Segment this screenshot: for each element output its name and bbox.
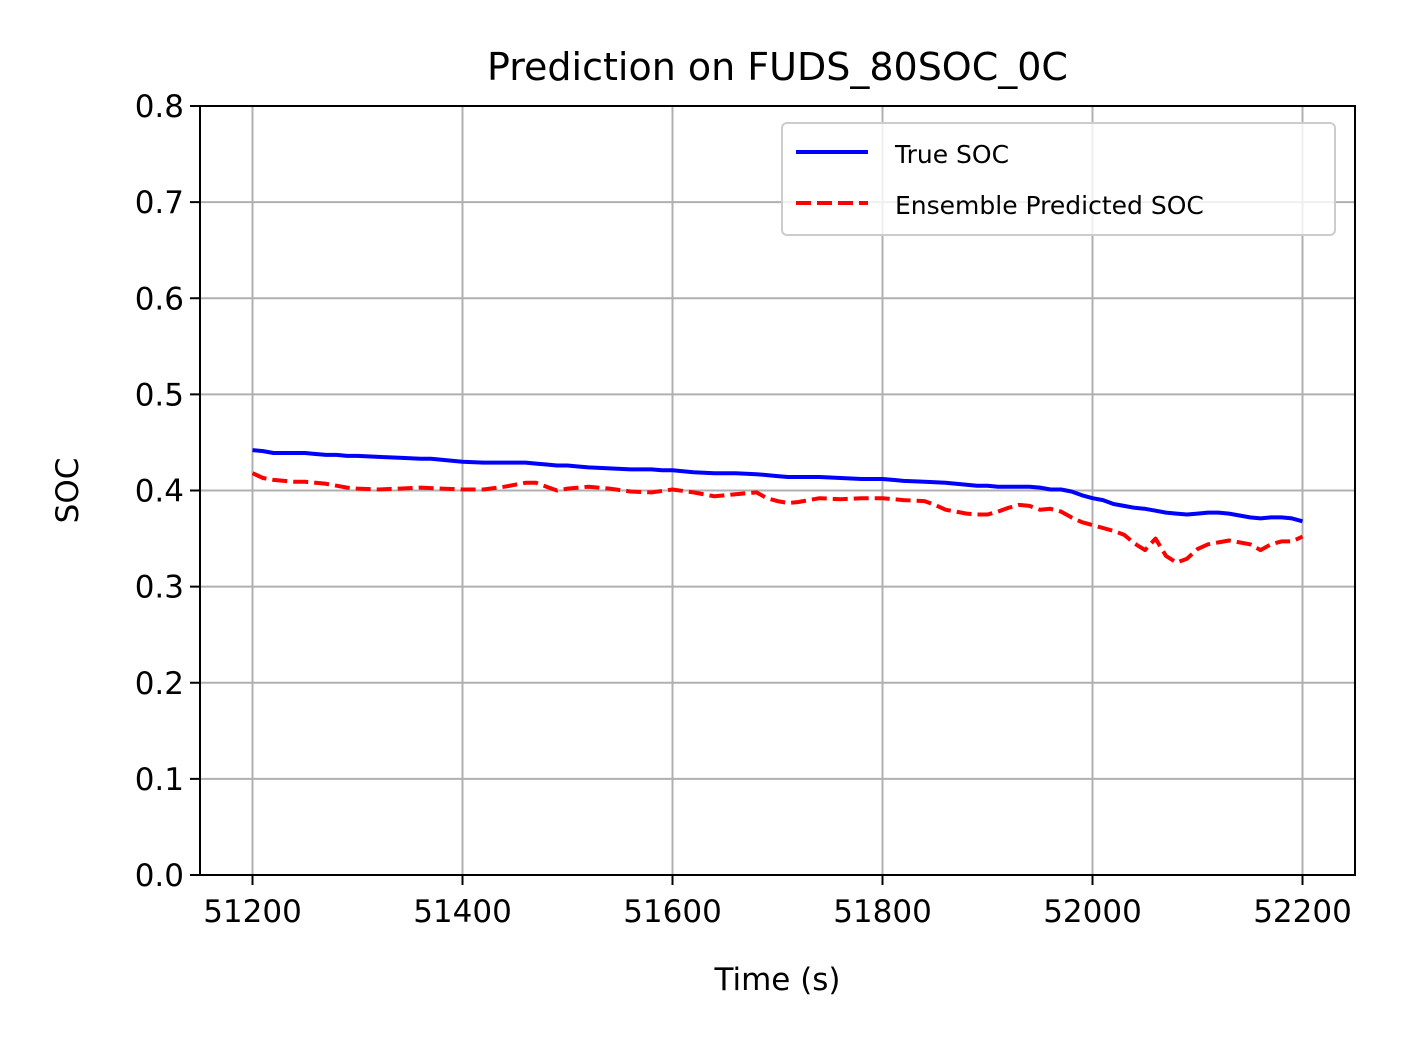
x-tick-label: 51200 [203, 894, 302, 930]
y-axis: 0.0 0.1 0.2 0.3 0.4 0.5 0.6 0.7 0.8 [135, 89, 200, 894]
legend-label-true-soc: True SOC [894, 140, 1009, 169]
legend: True SOC Ensemble Predicted SOC [781, 122, 1336, 236]
x-tick-label: 51600 [623, 894, 722, 930]
chart-title: Prediction on FUDS_80SOC_0C [487, 45, 1068, 89]
y-axis-title: SOC [50, 458, 86, 524]
y-tick-label: 0.3 [135, 570, 184, 606]
x-axis: 51200 51400 51600 51800 52000 52200 [203, 875, 1352, 930]
series-line-true-soc [252, 448, 1304, 524]
y-tick-label: 0.1 [135, 762, 184, 798]
series-lines [251, 448, 1304, 565]
series-line-ensemble-predicted-soc [251, 471, 1304, 565]
y-tick-label: 0.2 [135, 666, 184, 702]
x-tick-label: 52200 [1253, 894, 1352, 930]
x-tick-label: 51800 [833, 894, 932, 930]
legend-box [781, 122, 1336, 236]
x-tick-label: 51400 [413, 894, 512, 930]
y-tick-label: 0.8 [135, 89, 184, 125]
y-tick-label: 0.0 [135, 858, 184, 894]
y-tick-label: 0.4 [135, 474, 184, 510]
y-tick-label: 0.7 [135, 185, 184, 221]
x-axis-title: Time (s) [713, 962, 840, 998]
legend-label-ensemble-predicted-soc: Ensemble Predicted SOC [895, 191, 1204, 220]
x-tick-label: 52000 [1043, 894, 1142, 930]
y-tick-label: 0.6 [135, 281, 184, 317]
y-tick-label: 0.5 [135, 377, 184, 413]
